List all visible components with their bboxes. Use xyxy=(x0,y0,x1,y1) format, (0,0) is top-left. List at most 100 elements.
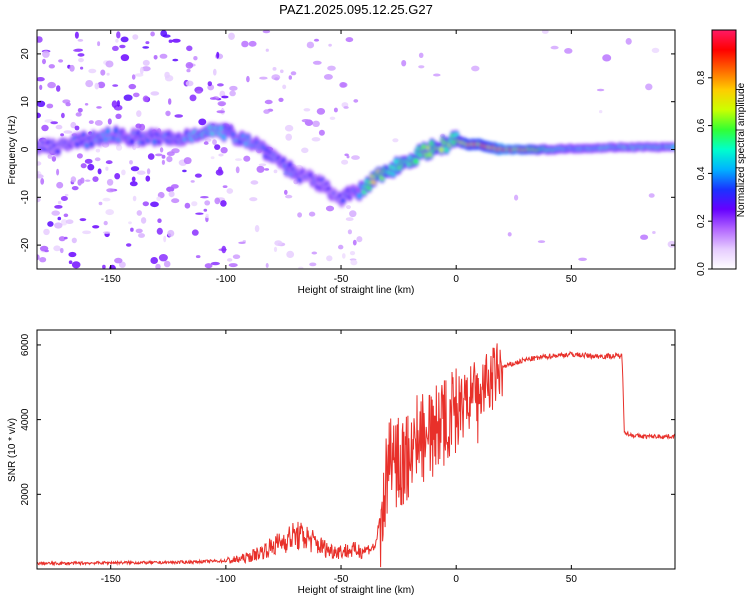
spectrogram-noise-blob xyxy=(106,160,113,164)
spectrogram-noise-blob xyxy=(130,228,134,232)
spectrogram-noise-blob xyxy=(341,160,348,165)
spectrogram-noise-blob xyxy=(65,194,69,196)
spectrogram-noise-blob xyxy=(602,54,611,61)
spectrogram-noise-blob xyxy=(328,44,332,47)
spectrogram-noise-blob xyxy=(69,65,74,72)
spectrogram-noise-blob xyxy=(50,121,58,124)
spectrogram-noise-blob xyxy=(124,95,133,101)
spectrogram-noise-blob xyxy=(401,60,406,66)
spectrogram-noise-blob xyxy=(121,170,126,176)
spectrogram-noise-blob xyxy=(102,265,106,269)
spectrogram-noise-blob xyxy=(64,214,69,218)
spectrogram-noise-blob xyxy=(198,119,206,126)
spectrogram-noise-blob xyxy=(208,81,212,86)
spectrogram-noise-blob xyxy=(150,257,158,264)
spectrogram-noise-blob xyxy=(193,56,197,60)
spectrogram-noise-blob xyxy=(172,59,178,62)
spectrogram-noise-blob xyxy=(155,154,163,157)
spectrogram-noise-blob xyxy=(143,96,149,103)
spectrogram-noise-blob xyxy=(599,110,602,113)
spectrogram-noise-blob xyxy=(54,205,62,209)
spectrogram-noise-blob xyxy=(159,254,168,261)
spectrogram-noise-blob xyxy=(165,111,170,116)
spectrogram-noise-blob xyxy=(342,253,346,259)
spectrogram-noise-blob xyxy=(137,171,146,175)
spectrogram-noise-blob xyxy=(114,258,122,264)
spectrogram-noise-blob xyxy=(150,202,159,208)
spectrogram-noise-blob xyxy=(78,108,83,113)
spectrogram-noise-blob xyxy=(266,263,269,268)
colorbar: 0.0 0.2 0.4 0.6 0.8 Normalized spectral ampl… xyxy=(696,30,747,276)
spectrogram-noise-blob xyxy=(100,70,105,76)
spectrogram-noise-blob xyxy=(61,113,65,118)
spectrogram-noise-blob xyxy=(60,133,64,136)
spectrogram-noise-blob xyxy=(218,167,222,174)
spectrogram-noise-blob xyxy=(195,213,203,215)
spectrogram-noise-blob xyxy=(255,225,260,232)
spectrogram-noise-blob xyxy=(68,252,76,257)
spectrogram-noise-blob xyxy=(471,66,479,72)
spectrogram-noise-blob xyxy=(326,206,334,212)
spectrogram-noise-blob xyxy=(147,168,150,174)
spectrogram-noise-blob xyxy=(214,144,220,150)
spectrogram-noise-blob xyxy=(344,154,348,157)
spectrogram-noise-blob xyxy=(72,186,79,190)
spectrogram-noise-blob xyxy=(164,261,171,268)
spectrogram-noise-blob xyxy=(274,77,279,80)
spectrogram-noise-blob xyxy=(66,219,74,224)
spectrogram-noise-blob xyxy=(148,153,155,160)
spectrogram-noise-blob xyxy=(263,109,270,114)
spectrogram-x-tick-label: -100 xyxy=(216,274,236,285)
spectrogram-noise-blob xyxy=(53,245,60,251)
spectrogram-noise-blob xyxy=(353,240,357,246)
spectrogram-noise-blob xyxy=(196,255,201,258)
spectrogram-noise-blob xyxy=(184,157,192,164)
spectrogram-noise-blob xyxy=(213,69,217,76)
spectrogram-noise-blob xyxy=(107,179,113,186)
spectrogram-noise-blob xyxy=(87,164,94,171)
spectrogram-noise-blob xyxy=(649,193,655,198)
spectrogram-noise-blob xyxy=(192,229,199,235)
spectrogram-noise-blob xyxy=(223,185,228,188)
spectrogram-noise-blob xyxy=(114,173,120,179)
spectrogram-noise-blob xyxy=(41,125,48,131)
spectrogram-y-tick-label: 10 xyxy=(20,96,31,108)
spectrogram-noise-blob xyxy=(95,120,103,126)
spectrogram-noise-blob xyxy=(133,93,140,98)
spectrogram-noise-blob xyxy=(241,41,248,48)
spectrogram-noise-blob xyxy=(128,221,132,224)
spectrogram-noise-blob xyxy=(259,77,267,80)
spectrogram-noise-blob xyxy=(88,69,96,74)
spectrogram-noise-blob xyxy=(65,102,70,106)
spectrogram-noise-blob xyxy=(157,228,163,235)
spectrogram-noise-blob xyxy=(92,225,99,228)
spectrogram-noise-blob xyxy=(163,236,166,243)
spectrogram-noise-blob xyxy=(81,163,87,168)
spectrogram-noise-blob xyxy=(82,231,91,235)
spectrogram-noise-blob xyxy=(112,100,118,107)
spectrogram-noise-blob xyxy=(112,46,119,51)
spectrogram-noise-blob xyxy=(167,151,175,156)
spectrogram-noise-blob xyxy=(142,46,149,49)
spectrogram-noise-blob xyxy=(313,61,322,65)
spectrogram-noise-blob xyxy=(326,255,332,261)
spectrogram-noise-blob xyxy=(78,53,85,57)
spectrogram-noise-blob xyxy=(137,210,142,216)
spectrogram-noise-blob xyxy=(220,200,227,207)
spectrogram-noise-blob xyxy=(47,82,56,88)
spectrogram-noise-blob xyxy=(160,147,163,152)
spectrogram-noise-blob xyxy=(282,85,286,90)
spectrogram-noise-blob xyxy=(228,33,235,40)
spectrogram-noise-blob xyxy=(58,217,62,221)
spectrogram-noise-blob xyxy=(75,32,79,39)
spectrogram-x-tick-label: -150 xyxy=(101,274,121,285)
spectrogram-noise-blob xyxy=(85,80,93,87)
spectrogram-noise-blob xyxy=(116,144,122,150)
spectrogram-noise-blob xyxy=(246,76,250,82)
spectrogram-noise-blob xyxy=(204,209,208,212)
spectrogram-noise-blob xyxy=(564,48,572,54)
spectrogram-noise-blob xyxy=(112,84,118,87)
spectrogram-noise-blob xyxy=(339,82,346,88)
spectrogram-noise-blob xyxy=(133,196,137,202)
spectrogram-noise-blob xyxy=(95,83,100,90)
